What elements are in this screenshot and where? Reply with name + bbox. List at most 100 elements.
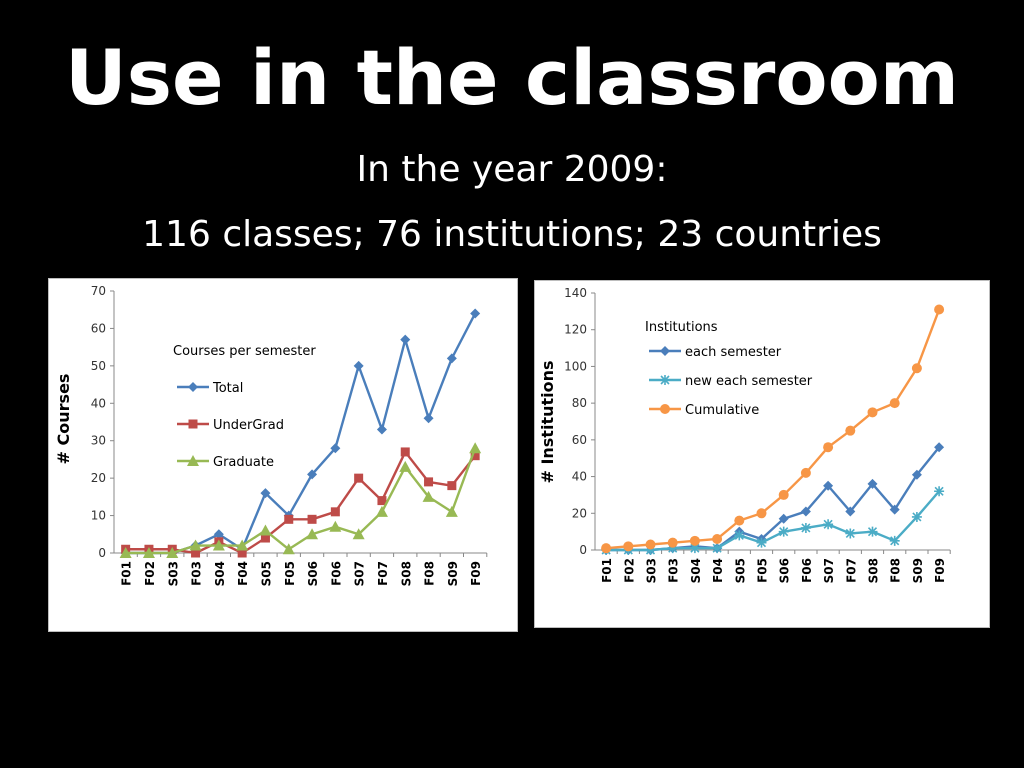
institutions-data-point bbox=[689, 543, 700, 554]
institutions-data-point bbox=[778, 526, 789, 537]
institutions-data-point bbox=[889, 504, 900, 515]
courses-y-tick-label: 50 bbox=[91, 359, 106, 373]
institutions-x-tick-label: F09 bbox=[933, 558, 947, 583]
slide-title: Use in the classroom bbox=[65, 33, 959, 122]
courses-data-point bbox=[447, 481, 457, 491]
institutions-y-tick-label: 60 bbox=[572, 433, 587, 447]
courses-legend-label: Graduate bbox=[213, 455, 274, 470]
courses-data-point bbox=[259, 524, 272, 536]
courses-data-point bbox=[119, 547, 132, 558]
courses-x-tick-label: F04 bbox=[236, 561, 250, 586]
institutions-y-tick-label: 100 bbox=[564, 359, 587, 373]
courses-data-point bbox=[191, 548, 201, 558]
institutions-data-point bbox=[800, 506, 811, 517]
courses-y-axis-label: # Courses bbox=[54, 374, 73, 465]
courses-x-tick-label: S03 bbox=[166, 561, 180, 586]
courses-x-tick-label: S06 bbox=[306, 561, 320, 586]
courses-x-tick-label: F07 bbox=[376, 561, 390, 586]
institutions-data-point bbox=[734, 515, 745, 526]
courses-chart-panel: 0 10 20 30 40 50 60 70 F01 F02 S03 F03 S04 F04 S05 F05 S… bbox=[48, 278, 518, 632]
courses-series-line bbox=[125, 447, 477, 555]
institutions-data-point bbox=[800, 467, 811, 478]
courses-legend-label: UnderGrad bbox=[213, 418, 284, 433]
institutions-legend-marker bbox=[660, 375, 670, 385]
institutions-data-point bbox=[934, 442, 945, 453]
institutions-x-tick-label: F07 bbox=[844, 558, 858, 583]
courses-legend-title: Courses per semester bbox=[173, 344, 316, 359]
slide-subtitle-year: In the year 2009: bbox=[356, 149, 668, 190]
institutions-data-point bbox=[911, 511, 922, 522]
institutions-y-tick-label: 80 bbox=[572, 396, 587, 410]
institutions-series-2 bbox=[601, 304, 945, 554]
institutions-data-point bbox=[645, 539, 656, 550]
courses-data-point bbox=[446, 353, 457, 364]
institutions-y-tick-label: 0 bbox=[579, 543, 587, 557]
courses-data-point bbox=[423, 413, 434, 424]
institutions-series-line bbox=[606, 490, 941, 552]
courses-x-tick-label: S04 bbox=[213, 561, 227, 586]
courses-data-point bbox=[422, 490, 435, 502]
courses-x-tick-label: S09 bbox=[446, 561, 460, 586]
courses-y-tick-label: 40 bbox=[91, 396, 106, 410]
courses-data-point bbox=[307, 514, 317, 524]
institutions-legend-label: each semester bbox=[685, 345, 782, 360]
institutions-data-point bbox=[689, 535, 700, 546]
institutions-x-tick-label: S07 bbox=[822, 558, 836, 583]
courses-data-point bbox=[306, 528, 319, 540]
courses-data-point bbox=[237, 548, 247, 558]
courses-y-tick-label: 60 bbox=[91, 321, 106, 335]
courses-data-point bbox=[260, 533, 270, 543]
institutions-data-point bbox=[911, 469, 922, 480]
courses-data-point bbox=[354, 473, 364, 483]
institutions-chart-panel: 0 20 40 60 80 100 120 140 F01 F02 S03 F03 S04 F04 S05 F… bbox=[534, 280, 990, 628]
courses-x-tick-label: F01 bbox=[120, 561, 134, 586]
courses-x-tick-label: S08 bbox=[399, 561, 413, 586]
courses-legend-marker bbox=[188, 419, 198, 429]
institutions-x-tick-label: S08 bbox=[867, 558, 881, 583]
courses-data-point bbox=[236, 539, 249, 551]
institutions-series-line bbox=[606, 446, 941, 552]
courses-data-point bbox=[212, 539, 225, 551]
institutions-data-point bbox=[845, 425, 856, 436]
institutions-x-tick-label: F01 bbox=[600, 558, 614, 583]
institutions-data-point bbox=[845, 506, 856, 517]
courses-data-point bbox=[469, 442, 482, 454]
institutions-data-point bbox=[867, 526, 878, 537]
courses-y-tick-label: 20 bbox=[91, 471, 106, 485]
institutions-x-tick-label: S05 bbox=[733, 558, 747, 583]
institutions-data-point bbox=[823, 519, 834, 530]
courses-data-point bbox=[284, 514, 294, 524]
institutions-data-point bbox=[889, 535, 900, 546]
institutions-legend-marker bbox=[660, 404, 670, 414]
courses-data-point bbox=[470, 451, 480, 461]
courses-data-point bbox=[400, 334, 411, 345]
institutions-x-tick-label: F05 bbox=[756, 558, 770, 583]
institutions-data-point bbox=[889, 398, 900, 409]
institutions-data-point bbox=[800, 522, 811, 533]
courses-x-tick-label: F06 bbox=[329, 561, 343, 586]
courses-data-point bbox=[260, 488, 271, 499]
courses-x-tick-label: F05 bbox=[283, 561, 297, 586]
courses-x-tick-label: S05 bbox=[259, 561, 273, 586]
institutions-x-tick-label: F03 bbox=[667, 558, 681, 583]
institutions-x-tick-label: S03 bbox=[645, 558, 659, 583]
institutions-data-point bbox=[823, 442, 834, 453]
institutions-data-point bbox=[911, 363, 922, 374]
courses-x-tick-label: F02 bbox=[143, 561, 157, 586]
courses-y-tick-label: 0 bbox=[98, 546, 106, 560]
courses-data-point bbox=[400, 447, 410, 457]
institutions-y-tick-label: 120 bbox=[564, 323, 587, 337]
institutions-data-point bbox=[667, 537, 678, 548]
institutions-x-tick-label: S04 bbox=[689, 558, 703, 583]
courses-data-point bbox=[470, 308, 481, 319]
courses-data-point bbox=[424, 477, 434, 487]
courses-series-line bbox=[125, 450, 477, 555]
institutions-y-tick-label: 40 bbox=[572, 470, 587, 484]
courses-data-point bbox=[445, 505, 458, 517]
institutions-y-tick-label: 140 bbox=[564, 286, 587, 300]
institutions-data-point bbox=[756, 537, 767, 548]
institutions-data-point bbox=[867, 407, 878, 418]
courses-x-tick-label: F03 bbox=[190, 561, 204, 586]
courses-x-tick-label: S07 bbox=[353, 561, 367, 586]
institutions-data-point bbox=[845, 528, 856, 539]
